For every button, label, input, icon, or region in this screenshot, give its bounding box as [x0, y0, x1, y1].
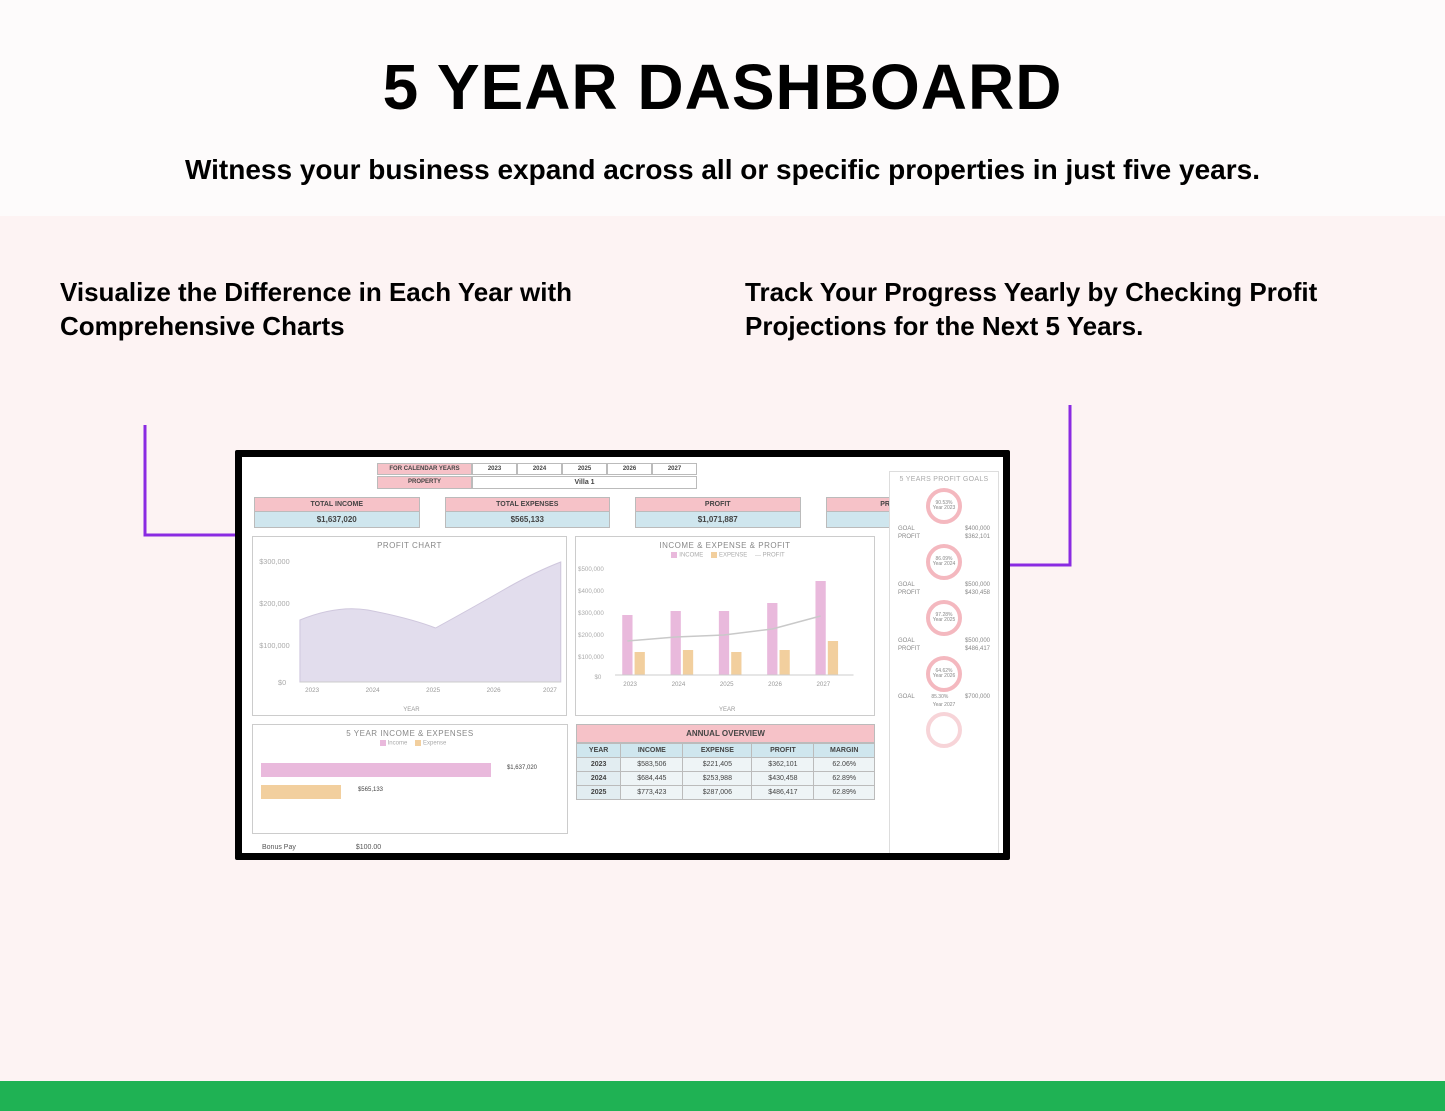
- col-header: MARGIN: [814, 744, 875, 758]
- svg-text:$200,000: $200,000: [259, 600, 289, 608]
- year-cell[interactable]: 2027: [652, 463, 697, 475]
- goals-title: 5 YEARS PROFIT GOALS: [890, 472, 998, 485]
- kpi-total-income: TOTAL INCOME $1,637,020: [254, 497, 420, 528]
- goal-ring: 64.62%Year 2026: [926, 656, 962, 692]
- profit-goals-panel: 5 YEARS PROFIT GOALS 90.53%Year 2023 GOA…: [889, 471, 999, 859]
- page-subtitle: Witness your business expand across all …: [0, 154, 1445, 186]
- dashboard-frame: FOR CALENDAR YEARS 2023 2024 2025 2026 2…: [235, 450, 1010, 860]
- kpi-value: $565,133: [446, 512, 610, 527]
- chart-title: INCOME & EXPENSE & PROFIT: [576, 537, 874, 550]
- svg-text:2027: 2027: [543, 687, 558, 694]
- table-row: 2025$773,423$287,006$486,41762.89%: [576, 786, 874, 800]
- income-expense-profit-chart: INCOME & EXPENSE & PROFIT INCOME EXPENSE…: [575, 536, 875, 716]
- svg-text:$300,000: $300,000: [578, 610, 604, 617]
- svg-text:$200,000: $200,000: [578, 632, 604, 639]
- svg-text:2024: 2024: [366, 687, 381, 694]
- svg-text:$500,000: $500,000: [578, 566, 604, 573]
- profit-chart: PROFIT CHART $300,000 $200,000 $100,000 …: [252, 536, 567, 716]
- axis-label: YEAR: [719, 707, 735, 713]
- col-header: PROFIT: [752, 744, 814, 758]
- year-cell[interactable]: 2026: [607, 463, 652, 475]
- years-label: FOR CALENDAR YEARS: [377, 463, 472, 475]
- svg-text:2026: 2026: [487, 687, 502, 694]
- svg-text:2025: 2025: [426, 687, 441, 694]
- year-cell[interactable]: 2024: [517, 463, 562, 475]
- svg-text:2025: 2025: [720, 681, 734, 688]
- kpi-value: $1,071,887: [636, 512, 800, 527]
- chart-legend: INCOME EXPENSE — PROFIT: [576, 550, 874, 561]
- goal-ring: 86.09%Year 2024: [926, 544, 962, 580]
- property-label: PROPERTY: [377, 476, 472, 489]
- svg-text:$0: $0: [278, 679, 286, 687]
- table-row: 2023$583,506$221,405$362,10162.06%: [576, 758, 874, 772]
- col-header: YEAR: [576, 744, 620, 758]
- page-title: 5 YEAR DASHBOARD: [0, 50, 1445, 124]
- col-header: EXPENSE: [683, 744, 752, 758]
- svg-text:$0: $0: [594, 674, 601, 681]
- goal-ring: [926, 712, 962, 748]
- table-title: ANNUAL OVERVIEW: [576, 724, 875, 743]
- svg-text:$100,000: $100,000: [578, 654, 604, 661]
- kpi-profit: PROFIT $1,071,887: [635, 497, 801, 528]
- chart-title: PROFIT CHART: [253, 537, 566, 550]
- svg-text:2023: 2023: [623, 681, 637, 688]
- goal-ring: 90.53%Year 2023: [926, 488, 962, 524]
- five-year-income-expense-chart: 5 YEAR INCOME & EXPENSES Income Expense …: [252, 724, 568, 834]
- svg-text:$300,000: $300,000: [259, 558, 289, 566]
- axis-label: YEAR: [403, 707, 419, 713]
- goal-ring: 97.28%Year 2025: [926, 600, 962, 636]
- bonus-pay-row: Bonus Pay $100.00: [262, 844, 381, 851]
- col-header: INCOME: [621, 744, 683, 758]
- kpi-value: $1,637,020: [255, 512, 419, 527]
- chart-title: 5 YEAR INCOME & EXPENSES: [253, 725, 567, 738]
- chart-legend: Income Expense: [253, 738, 567, 749]
- kpi-label: TOTAL INCOME: [255, 498, 419, 512]
- svg-text:2026: 2026: [768, 681, 782, 688]
- table-row: 2024$684,445$253,988$430,45862.89%: [576, 772, 874, 786]
- svg-text:$400,000: $400,000: [578, 588, 604, 595]
- svg-text:$100,000: $100,000: [259, 642, 289, 650]
- callout-right: Track Your Progress Yearly by Checking P…: [745, 276, 1385, 344]
- annual-overview-table: ANNUAL OVERVIEW YEAR INCOME EXPENSE PROF…: [576, 724, 875, 834]
- footer-bar: [0, 1081, 1445, 1111]
- property-select[interactable]: Villa 1: [472, 476, 697, 489]
- svg-text:2024: 2024: [672, 681, 686, 688]
- year-cell[interactable]: 2023: [472, 463, 517, 475]
- kpi-label: PROFIT: [636, 498, 800, 512]
- year-cell[interactable]: 2025: [562, 463, 607, 475]
- kpi-label: TOTAL EXPENSES: [446, 498, 610, 512]
- svg-text:2023: 2023: [305, 687, 320, 694]
- kpi-total-expenses: TOTAL EXPENSES $565,133: [445, 497, 611, 528]
- svg-text:2027: 2027: [816, 681, 830, 688]
- callout-left: Visualize the Difference in Each Year wi…: [60, 276, 600, 344]
